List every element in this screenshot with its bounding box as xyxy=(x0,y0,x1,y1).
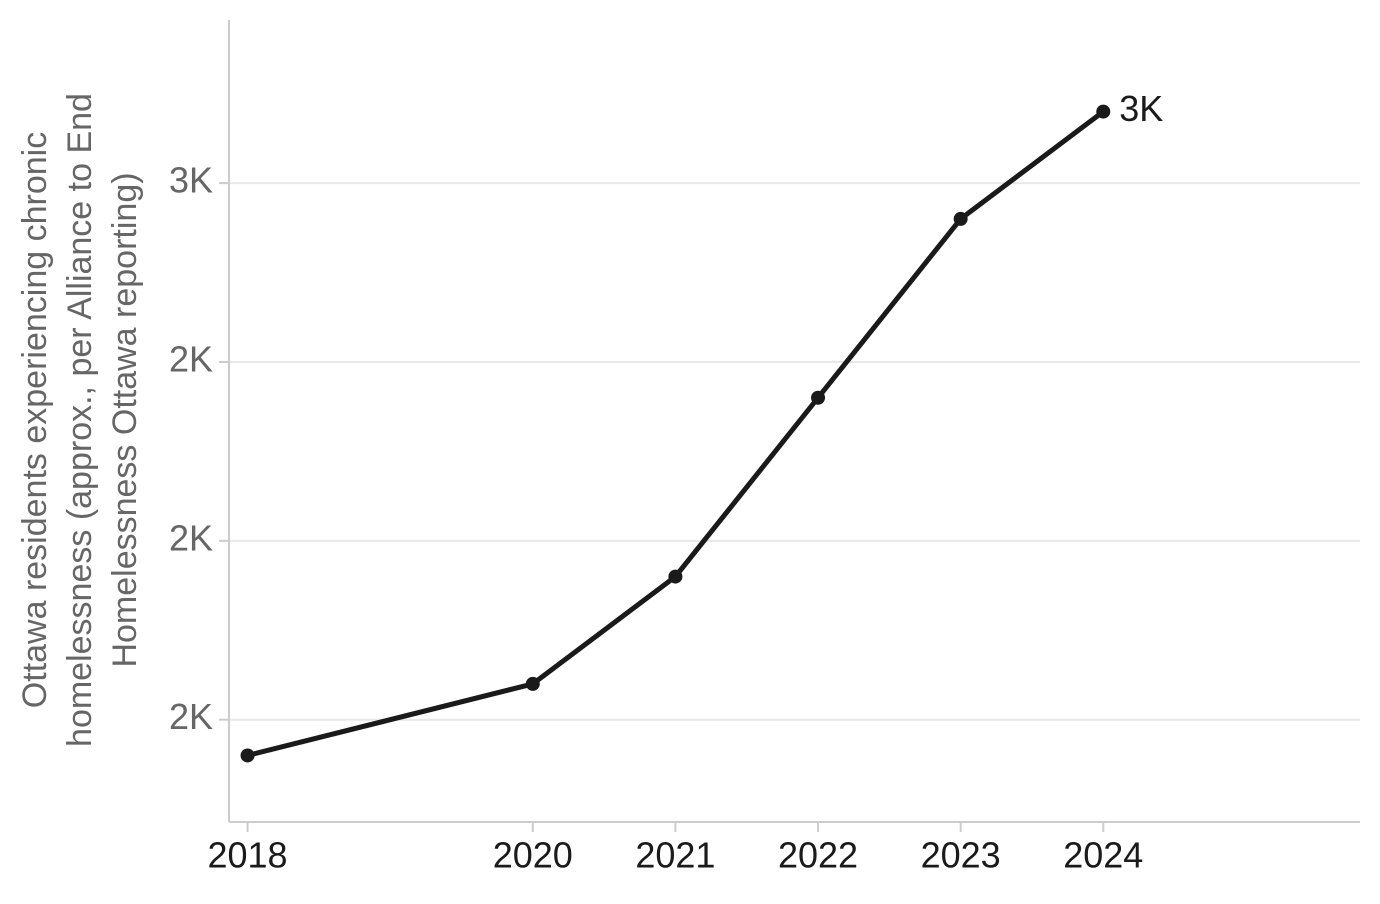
y-tick-label: 2K xyxy=(169,338,213,379)
y-axis-label: Homelessness Ottawa reporting) xyxy=(106,172,144,667)
y-tick-label: 2K xyxy=(169,696,213,737)
data-point xyxy=(668,569,683,584)
x-tick-label: 2022 xyxy=(778,835,858,876)
y-tick-label: 3K xyxy=(169,160,213,201)
x-tick-label: 2018 xyxy=(207,835,287,876)
data-point xyxy=(953,211,968,226)
x-tick-label: 2021 xyxy=(635,835,715,876)
data-point xyxy=(1096,104,1111,119)
y-tick-label: 2K xyxy=(169,517,213,558)
x-tick-label: 2020 xyxy=(493,835,573,876)
data-point xyxy=(525,676,540,691)
y-axis-label: Ottawa residents experiencing chronic xyxy=(16,132,54,708)
y-axis-label: homelessness (approx., per Alliance to E… xyxy=(61,93,99,747)
data-point xyxy=(811,390,826,405)
x-tick-label: 2023 xyxy=(921,835,1001,876)
series-line xyxy=(246,109,1105,758)
x-tick-label: 2024 xyxy=(1063,835,1143,876)
data-point xyxy=(240,748,255,763)
value-label: 3K xyxy=(1119,88,1163,129)
